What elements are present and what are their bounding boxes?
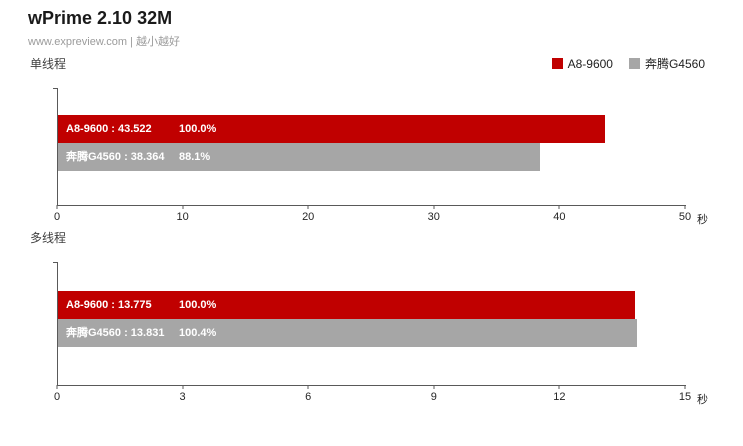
x-ticks: 秒 0 3 6 9 12 15: [53, 385, 708, 407]
plot-area: A8-9600 : 13.775 100.0% 奔腾G4560 : 13.831 10…: [53, 262, 686, 386]
chart-title: 单线程: [30, 57, 67, 71]
legend-label: A8-9600: [567, 56, 613, 71]
bar-secondary: 奔腾G4560 : 13.831 100.4%: [58, 319, 637, 347]
bar-label: 奔腾G4560 : 13.831: [66, 327, 165, 339]
legend-item: A8-9600: [551, 56, 613, 71]
bar-primary: A8-9600 : 43.522 100.0%: [58, 115, 605, 143]
x-tick-label: 9: [430, 391, 437, 403]
legend-swatch-a8-9600: [551, 58, 563, 69]
x-ticks: 秒 0 10 20 30 40 50: [53, 205, 708, 227]
bar-primary: A8-9600 : 13.775 100.0%: [58, 291, 635, 319]
x-tick-mark: [182, 385, 184, 389]
bar-label: A8-9600 : 13.775: [66, 299, 152, 311]
x-tick-label: 40: [553, 211, 566, 223]
legend-item: 奔腾G4560: [628, 55, 705, 72]
x-tick-mark: [558, 205, 560, 209]
x-tick-mark: [182, 205, 184, 209]
x-tick-mark: [684, 205, 686, 209]
bar-percent: 100.4%: [179, 327, 217, 339]
legend-label: 奔腾G4560: [644, 57, 705, 71]
x-tick-mark: [56, 205, 58, 209]
x-axis-unit: 秒: [697, 394, 708, 406]
x-tick-mark: [433, 385, 435, 389]
x-tick-mark: [433, 205, 435, 209]
x-tick-label: 30: [427, 211, 440, 223]
x-tick-label: 15: [678, 391, 692, 403]
bar-percent: 100.0%: [179, 123, 217, 135]
legend: A8-9600 奔腾G4560: [551, 55, 705, 72]
bar-secondary: 奔腾G4560 : 38.364 88.1%: [58, 143, 540, 171]
x-axis-unit: 秒: [697, 214, 708, 226]
chart-title: 多线程: [30, 231, 67, 245]
x-tick-label: 6: [305, 391, 312, 403]
bar-label: A8-9600 : 43.522: [66, 123, 152, 135]
x-tick-label: 12: [553, 391, 566, 403]
x-tick-label: 3: [179, 391, 186, 403]
x-tick-mark: [307, 205, 309, 209]
legend-swatch-pentium-g4560: [628, 58, 640, 69]
bar-percent: 88.1%: [179, 151, 211, 163]
x-tick-label: 20: [302, 211, 315, 223]
bar-percent: 100.0%: [179, 299, 217, 311]
x-tick-mark: [558, 385, 560, 389]
bar-label: 奔腾G4560 : 38.364: [66, 151, 165, 163]
x-tick-label: 0: [53, 211, 61, 223]
x-tick-mark: [307, 385, 309, 389]
plot-area: A8-9600 : 43.522 100.0% 奔腾G4560 : 38.364 88…: [53, 88, 686, 206]
x-tick-mark: [56, 385, 58, 389]
x-tick-label: 0: [53, 391, 61, 403]
x-tick-label: 50: [678, 211, 692, 223]
x-tick-label: 10: [176, 211, 189, 223]
x-tick-mark: [684, 385, 686, 389]
page-subtitle: www.expreview.com | 越小越好: [28, 36, 181, 48]
page-title: wPrime 2.10 32M: [28, 8, 173, 28]
